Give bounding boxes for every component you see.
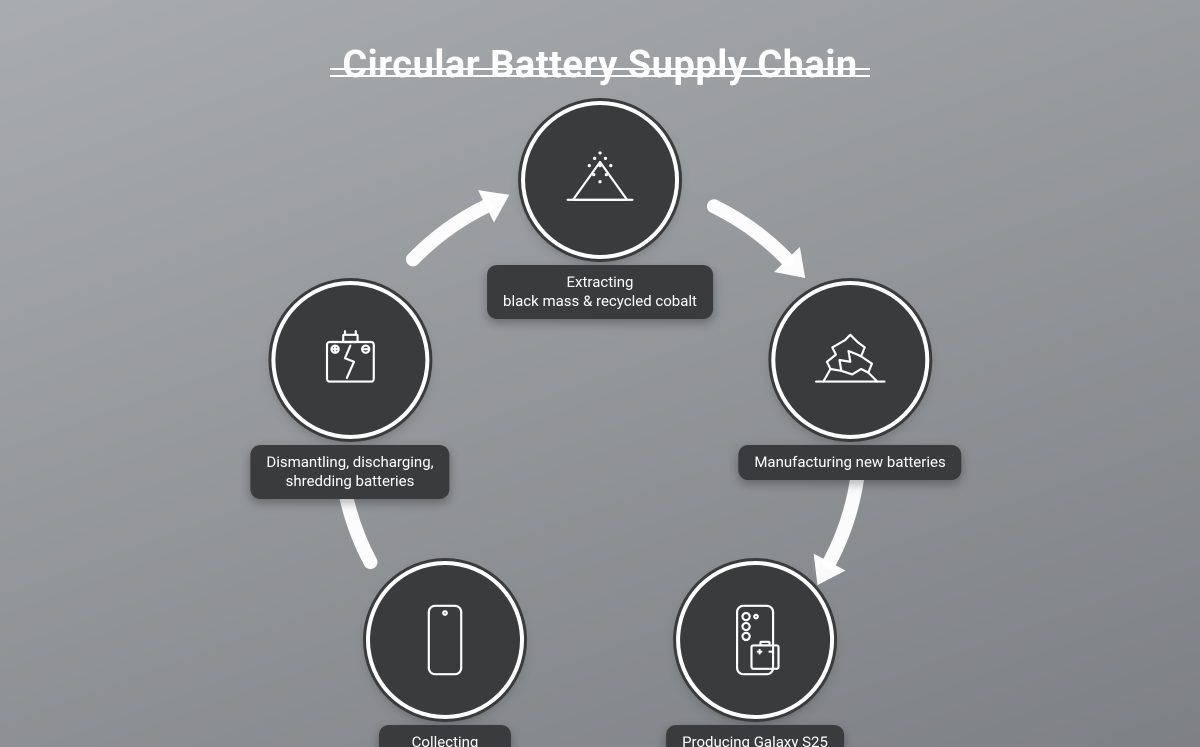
node-collecting-circle	[370, 565, 520, 715]
node-extracting-circle	[525, 105, 675, 255]
node-collecting: Collecting Galaxy devices	[370, 565, 520, 747]
extract-pile-icon	[555, 135, 645, 225]
node-producing-circle	[680, 565, 830, 715]
diagram-stage: Circular Battery Supply Chain Extract	[0, 0, 1200, 747]
phone-icon	[400, 595, 490, 685]
node-extracting-label: Extracting black mass & recycled cobalt	[487, 265, 713, 319]
node-producing-label: Producing Galaxy S25	[666, 725, 844, 747]
node-dismantling-label: Dismantling, discharging, shredding batt…	[250, 445, 449, 499]
node-manufacturing: Manufacturing new batteries	[738, 285, 961, 480]
rock-pile-icon	[805, 315, 895, 405]
phone-battery-icon	[710, 595, 800, 685]
node-manufacturing-circle	[775, 285, 925, 435]
cracked-battery-icon	[305, 315, 395, 405]
node-dismantling: Dismantling, discharging, shredding batt…	[250, 285, 449, 499]
node-collecting-label: Collecting Galaxy devices	[379, 725, 510, 747]
node-extracting: Extracting black mass & recycled cobalt	[487, 105, 713, 319]
node-producing: Producing Galaxy S25	[666, 565, 844, 747]
node-dismantling-circle	[275, 285, 425, 435]
node-manufacturing-label: Manufacturing new batteries	[738, 445, 961, 480]
